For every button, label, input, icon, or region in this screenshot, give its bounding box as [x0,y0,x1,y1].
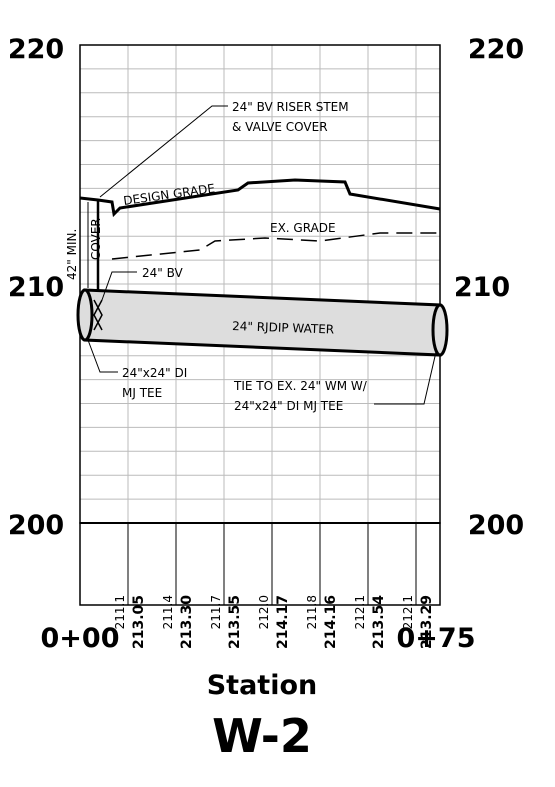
leader [101,271,137,301]
pipe-end [431,303,449,357]
annotation: 24" RJDIP WATER [232,319,334,337]
design-elevation: 213.29 [419,595,435,649]
valve [93,299,103,331]
annotation: 24" BV [142,266,183,280]
elev-label: 210 [8,272,64,303]
existing-elevation: 211.1 [113,595,127,629]
annotation: 42" MIN. [65,229,79,280]
elev-label: 200 [8,510,64,541]
annotation: COVER [89,218,103,260]
leader [374,351,437,405]
elev-label: 200 [468,510,524,541]
design-elevation: 213.55 [227,595,243,649]
design-elevation: 213.30 [179,595,195,649]
leader [87,339,118,373]
annotation: EX. GRADE [270,221,336,235]
elev-label: 220 [468,34,524,65]
annotation: 24"x24" DI [122,366,187,380]
design-elevation: 214.17 [275,595,291,649]
design-elevation: 213.54 [371,595,387,649]
title: W-2 [212,709,312,763]
design-elevation: 214.16 [323,595,339,649]
elev-label: 220 [8,34,64,65]
design-elevation: 213.05 [131,595,147,649]
annotation: 24"x24" DI MJ TEE [234,399,343,413]
pipe-end [76,288,94,342]
existing-elevation: 211.7 [209,595,223,629]
existing-elevation: 212.0 [257,595,271,629]
annotation: & VALVE COVER [232,120,328,134]
elev-label: 210 [454,272,510,303]
annotation: MJ TEE [122,386,162,400]
elevation-table [79,522,441,606]
existing-elevation: 211.8 [305,595,319,629]
existing-elevation: 212.1 [401,595,415,629]
existing-grade-line [111,232,440,260]
axis-title: Station [207,670,318,701]
annotation: 24" BV RISER STEM [232,100,349,114]
station-label: 0+75 [397,623,476,654]
grid [80,45,440,523]
station-label: 0+00 [41,623,120,654]
leader [99,105,228,198]
annotation: DESIGN GRADE [122,181,215,208]
existing-elevation: 212.1 [353,595,367,629]
existing-elevation: 211.4 [161,595,175,629]
design-grade-line [79,178,441,218]
annotation: TIE TO EX. 24" WM W/ [233,379,368,393]
